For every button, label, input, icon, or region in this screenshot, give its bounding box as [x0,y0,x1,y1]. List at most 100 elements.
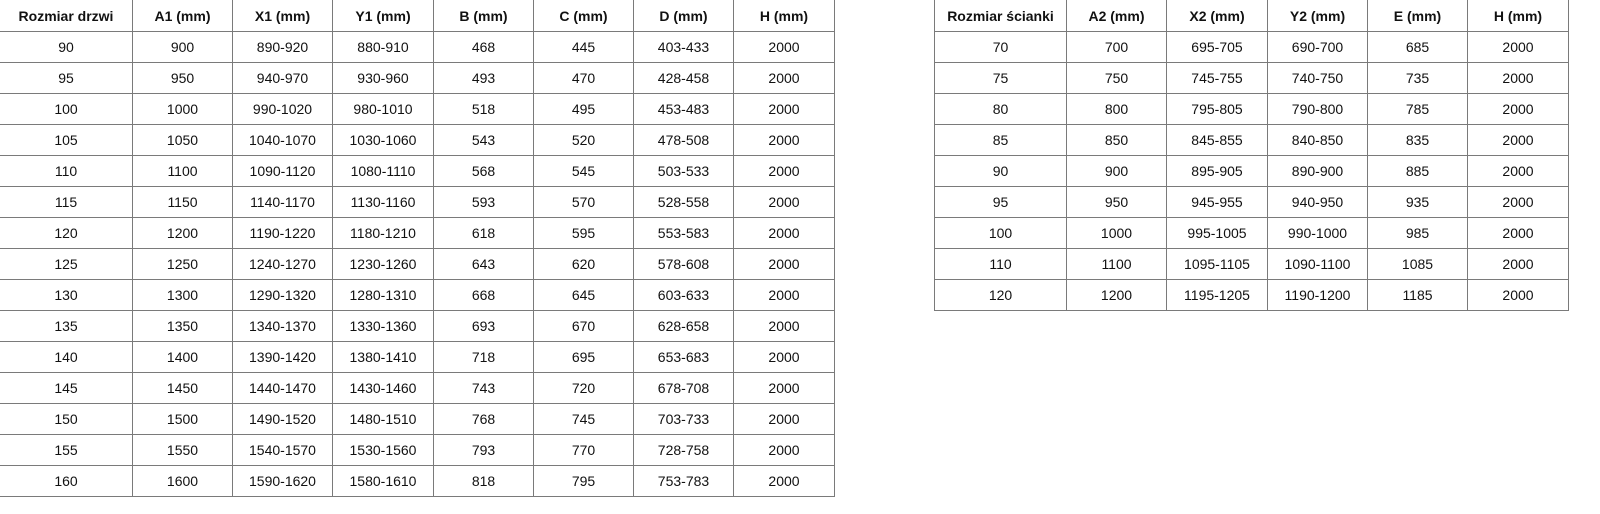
table-cell: 2000 [1467,186,1569,218]
table-cell: 1000 [1066,217,1167,249]
table-cell: 1095-1105 [1166,248,1268,280]
table-cell: 545 [533,155,634,187]
table-cell: 795-805 [1166,93,1268,125]
table-cell: 2000 [733,279,835,311]
table-cell: 2000 [733,465,835,497]
table-cell: 543 [433,124,534,156]
table-cell: 503-533 [633,155,734,187]
table-cell: 940-950 [1267,186,1368,218]
door-size-table: Rozmiar drzwi A1 (mm) X1 (mm) Y1 (mm) B (mm)… [0,0,835,497]
table-cell: 95 [0,62,133,94]
table-row: 110 1100 1090-1120 1080-1110 568 545 503-533 20… [0,155,835,187]
table-cell: 470 [533,62,634,94]
table-row: 100 1000 990-1020 980-1010 518 495 453-483 2000 [0,93,835,125]
table-cell: 880-910 [332,31,434,63]
table-cell: 1100 [1066,248,1167,280]
table-cell: 493 [433,62,534,94]
table-row: 75 750 745-755 740-750 735 2000 [934,62,1569,94]
table-cell: 595 [533,217,634,249]
table-cell: 1185 [1367,279,1468,311]
table-cell: 155 [0,434,133,466]
table-cell: 735 [1367,62,1468,94]
table-row: 110 1100 1095-1105 1090-1100 1085 2000 [934,248,1569,280]
table-cell: 2000 [1467,62,1569,94]
table-cell: 940-970 [232,62,333,94]
table-cell: 1000 [132,93,233,125]
table-cell: 2000 [733,124,835,156]
table-cell: 2000 [733,248,835,280]
wall-size-table: Rozmiar ścianki A2 (mm) X2 (mm) Y2 (mm) E (m… [934,0,1569,311]
table-cell: 840-850 [1267,124,1368,156]
table-cell: 593 [433,186,534,218]
table-cell: 553-583 [633,217,734,249]
table-cell: 1150 [132,186,233,218]
table-cell: 835 [1367,124,1468,156]
table-cell: 90 [0,31,133,63]
table-cell: 700 [1066,31,1167,63]
table-cell: 645 [533,279,634,311]
table-cell: 1085 [1367,248,1468,280]
column-header: Y2 (mm) [1267,0,1368,32]
column-header: X2 (mm) [1166,0,1268,32]
table-cell: 1290-1320 [232,279,333,311]
table-cell: 2000 [733,155,835,187]
table-cell: 135 [0,310,133,342]
table-cell: 2000 [733,93,835,125]
table-cell: 1180-1210 [332,217,434,249]
table-cell: 768 [433,403,534,435]
table-cell: 1330-1360 [332,310,434,342]
table-cell: 718 [433,341,534,373]
table-cell: 800 [1066,93,1167,125]
column-header: Y1 (mm) [332,0,434,32]
table-cell: 670 [533,310,634,342]
table-cell: 753-783 [633,465,734,497]
table-cell: 520 [533,124,634,156]
table-cell: 990-1020 [232,93,333,125]
column-header: X1 (mm) [232,0,333,32]
table-cell: 150 [0,403,133,435]
table-cell: 1480-1510 [332,403,434,435]
column-header: Rozmiar drzwi [0,0,133,32]
column-header: A2 (mm) [1066,0,1167,32]
table-cell: 603-633 [633,279,734,311]
table-cell: 570 [533,186,634,218]
table-cell: 690-700 [1267,31,1368,63]
column-header: D (mm) [633,0,734,32]
table-cell: 890-920 [232,31,333,63]
column-header: H (mm) [1467,0,1569,32]
table-cell: 140 [0,341,133,373]
table-row: 85 850 845-855 840-850 835 2000 [934,124,1569,156]
table-cell: 890-900 [1267,155,1368,187]
table-cell: 1530-1560 [332,434,434,466]
table-cell: 1490-1520 [232,403,333,435]
table-cell: 1440-1470 [232,372,333,404]
table-cell: 795 [533,465,634,497]
table-cell: 745 [533,403,634,435]
header-row: Rozmiar drzwi A1 (mm) X1 (mm) Y1 (mm) B (mm)… [0,0,835,32]
table-cell: 750 [1066,62,1167,94]
table-row: 135 1350 1340-1370 1330-1360 693 670 628-658 20… [0,310,835,342]
table-cell: 1540-1570 [232,434,333,466]
table-cell: 160 [0,465,133,497]
table-cell: 653-683 [633,341,734,373]
table-cell: 985 [1367,217,1468,249]
table-body: 90 900 890-920 880-910 468 445 403-433 2000 95 95… [0,31,835,497]
table-cell: 693 [433,310,534,342]
table-cell: 1140-1170 [232,186,333,218]
table-body: 70 700 695-705 690-700 685 2000 75 750 745-755 74… [934,31,1569,311]
table-row: 145 1450 1440-1470 1430-1460 743 720 678-708 20… [0,372,835,404]
table-row: 95 950 940-970 930-960 493 470 428-458 2000 [0,62,835,94]
table-cell: 100 [0,93,133,125]
table-cell: 2000 [733,403,835,435]
table-cell: 1100 [132,155,233,187]
table-cell: 120 [0,217,133,249]
table-cell: 945-955 [1166,186,1268,218]
table-row: 115 1150 1140-1170 1130-1160 593 570 528-558 20… [0,186,835,218]
table-cell: 850 [1066,124,1167,156]
column-header: A1 (mm) [132,0,233,32]
table-cell: 770 [533,434,634,466]
table-row: 130 1300 1290-1320 1280-1310 668 645 603-633 20… [0,279,835,311]
table-cell: 75 [934,62,1067,94]
table-row: 100 1000 995-1005 990-1000 985 2000 [934,217,1569,249]
table-cell: 720 [533,372,634,404]
